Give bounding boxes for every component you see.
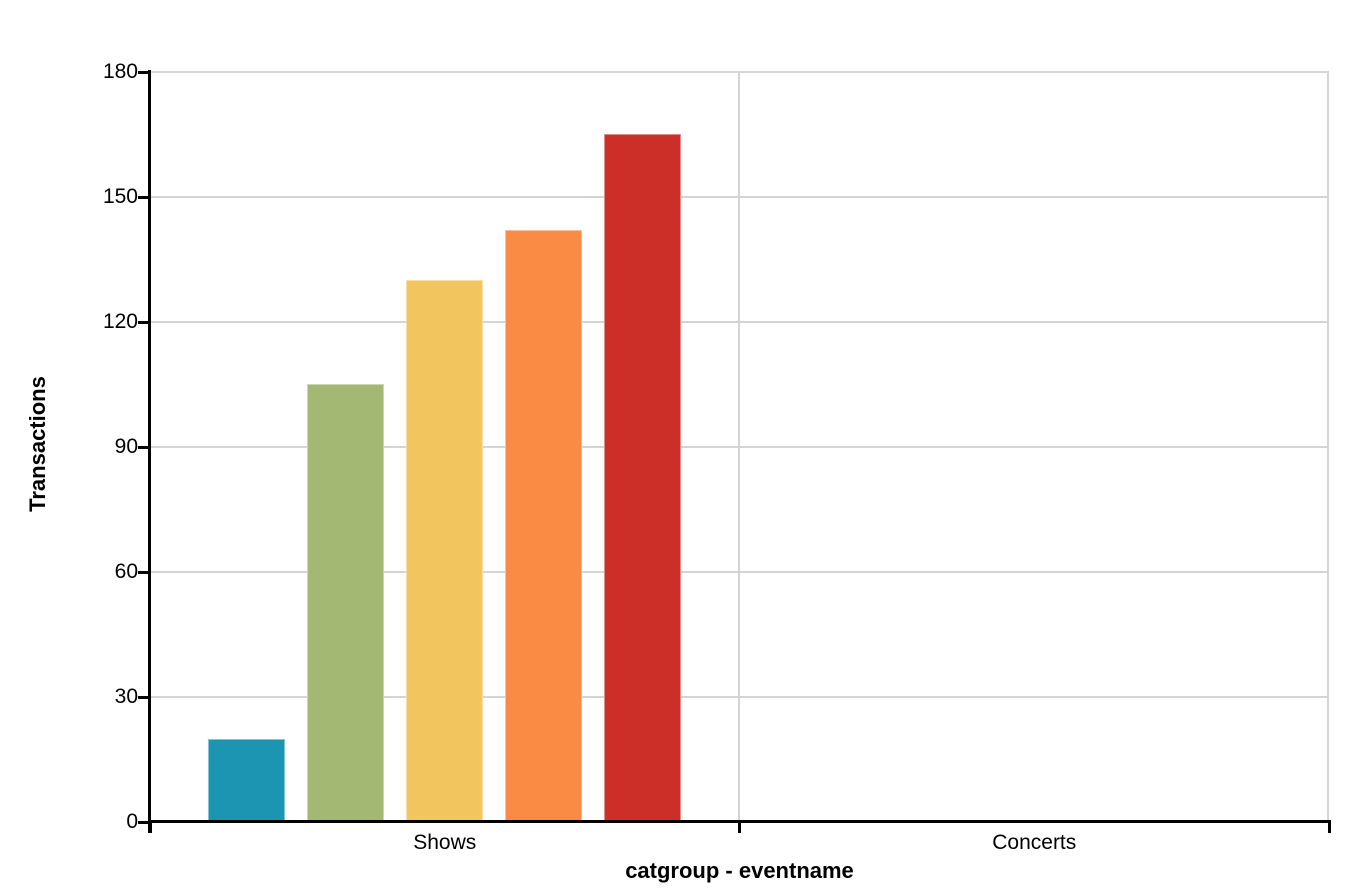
x-category-label-concerts: Concerts: [992, 831, 1077, 854]
x-axis-title: catgroup - eventname: [625, 858, 854, 883]
x-tick-1: [738, 822, 741, 833]
y-tick-label-180: 180: [102, 60, 138, 83]
y-tick-label-0: 0: [126, 810, 138, 833]
group-separator: [737, 72, 740, 822]
y-tick-180: [138, 71, 150, 74]
bar-shows-5[interactable]: [604, 134, 682, 822]
y-axis-line: [148, 70, 151, 833]
gridline-y-180: [150, 71, 1329, 73]
y-axis-title: Transactions: [25, 376, 50, 512]
bar-shows-3[interactable]: [406, 280, 484, 822]
plot-area: [150, 71, 1329, 822]
y-tick-label-120: 120: [102, 310, 138, 333]
bar-shows-2[interactable]: [307, 384, 385, 822]
y-tick-label-90: 90: [114, 435, 138, 458]
x-tick-2: [1327, 822, 1331, 833]
bar-shows-1[interactable]: [208, 739, 286, 822]
gridline-y-30: [150, 696, 1329, 698]
y-tick-label-150: 150: [102, 185, 138, 208]
y-tick-150: [138, 196, 150, 199]
y-tick-60: [138, 571, 150, 574]
x-axis-line: [148, 820, 1331, 823]
x-tick-0: [148, 822, 152, 833]
y-tick-label-30: 30: [114, 685, 138, 708]
bar-shows-4[interactable]: [505, 230, 583, 822]
y-tick-0: [138, 821, 150, 824]
y-tick-30: [138, 696, 150, 699]
y-tick-label-60: 60: [114, 560, 138, 583]
gridline-y-60: [150, 571, 1329, 573]
gridline-y-120: [150, 321, 1329, 323]
y-tick-90: [138, 446, 150, 449]
gridline-y-90: [150, 446, 1329, 448]
group-separator: [1327, 72, 1329, 822]
gridline-y-150: [150, 196, 1329, 198]
x-category-label-shows: Shows: [413, 831, 477, 854]
y-tick-120: [138, 321, 150, 324]
